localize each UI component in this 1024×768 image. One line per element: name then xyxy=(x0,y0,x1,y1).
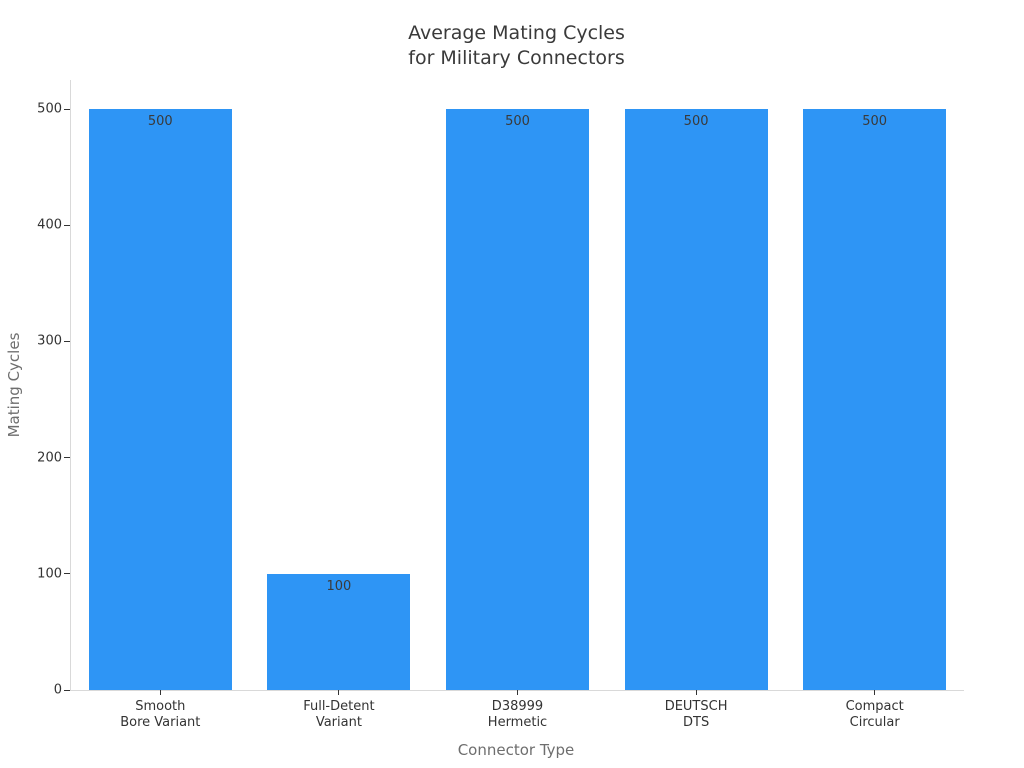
bar-value-label: 100 xyxy=(326,578,352,594)
x-axis-tick-label-line: Compact xyxy=(845,699,904,714)
x-axis-tick-label: Smooth Bore Variant xyxy=(120,699,200,731)
x-axis-tick-label: Compact Circular xyxy=(846,699,904,731)
y-axis-tick-label: 200 xyxy=(37,450,62,466)
x-axis-tick xyxy=(338,690,340,695)
y-axis-tick xyxy=(64,340,70,342)
y-axis-tick xyxy=(64,689,70,691)
y-axis-tick-label: 500 xyxy=(37,101,62,117)
bar-value-label: 500 xyxy=(147,114,173,130)
x-axis-tick-label-line: Hermetic xyxy=(487,715,548,730)
y-axis-tick-label: 100 xyxy=(37,566,62,582)
y-axis-tick xyxy=(64,108,70,110)
y-axis-tick xyxy=(64,457,70,459)
x-axis-tick-label-line: Circular xyxy=(849,715,900,730)
chart-title: Average Mating Cycles for Military Conne… xyxy=(70,21,963,71)
x-axis-tick xyxy=(159,690,161,695)
y-axis-tick-label: 0 xyxy=(53,682,62,698)
y-axis-tick-label: 400 xyxy=(37,217,62,233)
bar: 500 xyxy=(446,109,589,690)
bar: 500 xyxy=(803,109,947,690)
x-axis-tick-label-line: Variant xyxy=(315,715,362,730)
y-axis-tick-label: 300 xyxy=(37,333,62,349)
chart-title-line-2: for Military Connectors xyxy=(408,47,625,69)
x-axis-tick xyxy=(517,690,518,695)
y-axis-tick xyxy=(64,224,70,226)
bar-value-label: 500 xyxy=(862,114,888,130)
x-axis-tick xyxy=(874,690,876,695)
chart-title-line-1: Average Mating Cycles xyxy=(408,22,625,44)
x-axis-tick xyxy=(695,690,697,695)
x-axis-tick-label: D38999 Hermetic xyxy=(488,699,547,731)
x-axis-tick-label-line: DEUTSCH xyxy=(664,699,728,714)
x-axis-tick-label-line: DTS xyxy=(682,715,710,730)
plot-area: 0 100 200 300 400 500 500 Smooth Bore Variant 100… xyxy=(37,80,964,730)
x-axis-tick-label-line: D38999 xyxy=(491,699,544,714)
x-axis-tick-label-line: Full-Detent xyxy=(303,699,375,714)
bar: 100 xyxy=(267,573,411,690)
x-axis-tick-label: Full-Detent Variant xyxy=(303,699,374,731)
bar-value-label: 500 xyxy=(683,114,709,130)
bar: 500 xyxy=(88,109,232,690)
x-axis-tick-label-line: Bore Variant xyxy=(120,715,201,730)
y-axis-label: Mating Cycles xyxy=(5,332,23,438)
bar-value-label: 500 xyxy=(505,114,530,130)
x-axis-tick-label-line: Smooth xyxy=(135,699,186,714)
x-axis-label: Connector Type xyxy=(457,741,575,759)
y-axis-tick xyxy=(64,573,70,575)
x-axis-tick-label: DEUTSCH DTS xyxy=(665,699,728,731)
bar: 500 xyxy=(624,109,768,690)
